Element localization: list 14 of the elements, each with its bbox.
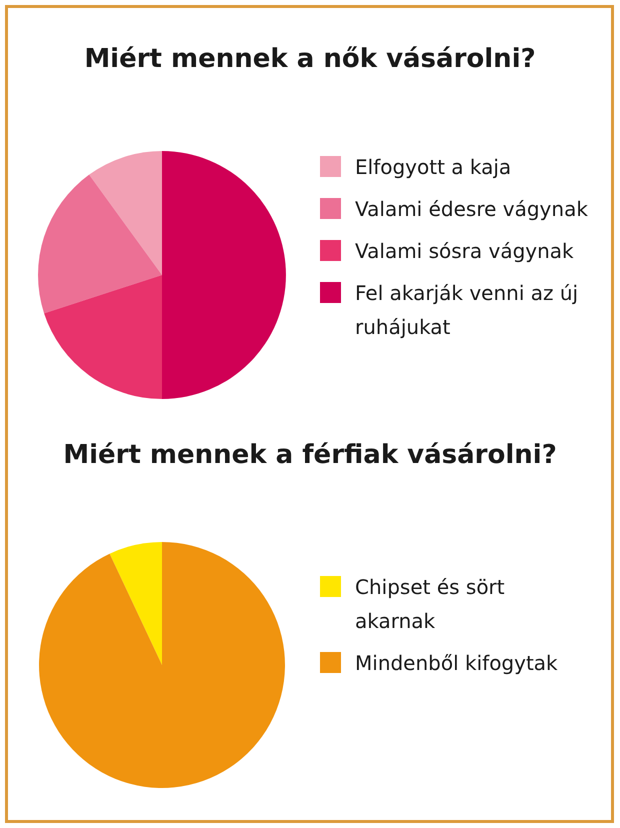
legend-label: Elfogyott a kaja [355, 154, 512, 181]
pie-slice [162, 151, 286, 399]
legend-label: Valami édesre vágynak [355, 196, 589, 223]
pie-slice [89, 151, 162, 275]
chart-title: Miért mennek a férfiak vásárolni? [62, 440, 558, 470]
legend-label: Valami sósra vágynak [355, 238, 575, 265]
pie-slice [110, 542, 162, 665]
legend-label: Fel akarják venni az új ruhájukat [355, 280, 580, 341]
pie-slice [44, 275, 162, 399]
pie-slice [38, 174, 162, 314]
pie-slice [39, 542, 285, 788]
chart-title: Miért mennek a nők vásárolni? [83, 44, 537, 74]
legend-label: Chipset és sört akarnak [355, 574, 506, 635]
legend-label: Mindenből kifogytak [355, 650, 559, 677]
